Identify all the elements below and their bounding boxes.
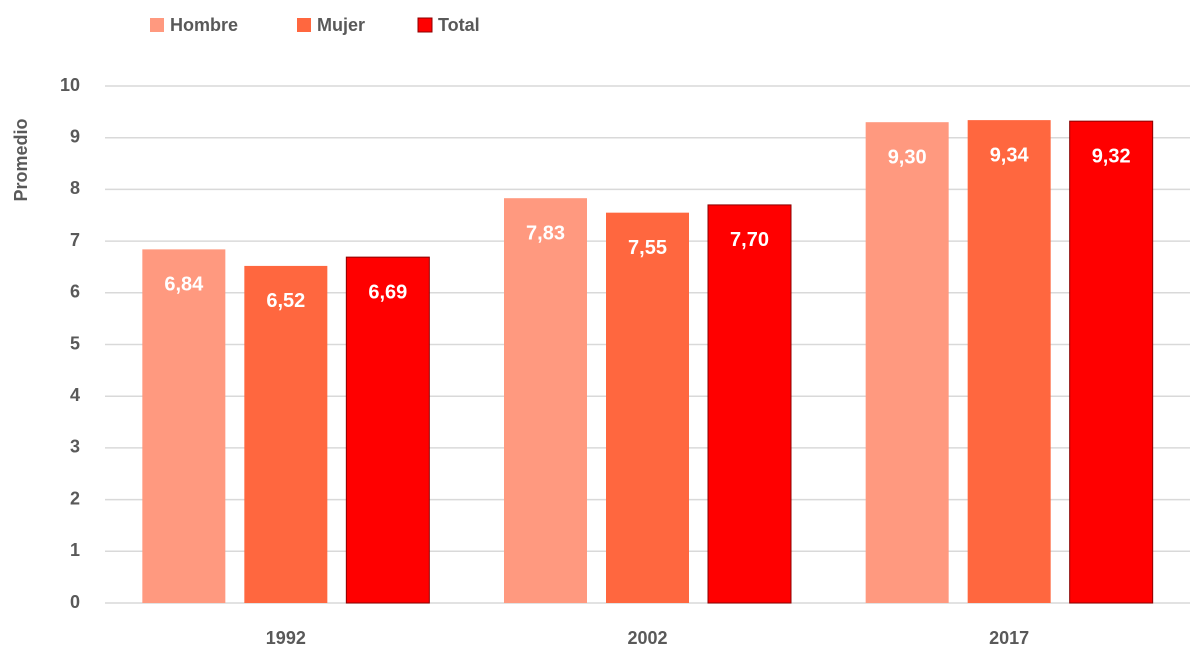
bar xyxy=(244,265,328,603)
value-label: 7,55 xyxy=(628,237,667,259)
legend-label: Hombre xyxy=(170,15,238,35)
y-tick-label: 7 xyxy=(70,230,80,250)
bar xyxy=(606,212,689,604)
y-tick-label: 8 xyxy=(70,178,80,198)
bar xyxy=(967,120,1051,603)
x-tick-label: 2017 xyxy=(989,628,1029,647)
y-tick-label: 1 xyxy=(70,540,80,560)
y-axis-label: Promedio xyxy=(11,118,31,201)
x-tick-label: 1992 xyxy=(266,628,306,647)
y-tick-label: 5 xyxy=(70,333,80,353)
y-tick-label: 3 xyxy=(70,437,80,457)
value-label: 9,30 xyxy=(888,146,927,168)
bar xyxy=(707,204,792,604)
y-tick-label: 4 xyxy=(70,385,80,405)
value-label: 9,34 xyxy=(990,144,1030,166)
value-label: 7,83 xyxy=(526,222,565,244)
y-tick-label: 0 xyxy=(70,592,80,612)
value-label: 6,69 xyxy=(368,281,407,303)
value-label: 7,70 xyxy=(730,229,769,251)
bar xyxy=(504,198,587,603)
legend-swatch xyxy=(297,18,311,32)
bar xyxy=(345,256,430,604)
x-tick-label: 2002 xyxy=(627,628,667,647)
legend-swatch xyxy=(417,17,433,33)
y-tick-label: 10 xyxy=(60,75,80,95)
y-tick-label: 9 xyxy=(70,126,80,146)
bar xyxy=(1069,120,1154,604)
value-label: 9,32 xyxy=(1092,145,1131,167)
bar xyxy=(865,122,949,603)
value-label: 6,84 xyxy=(164,274,204,296)
y-tick-label: 2 xyxy=(70,488,80,508)
legend-swatch xyxy=(150,18,164,32)
bar xyxy=(142,249,226,603)
legend-label: Mujer xyxy=(317,15,365,35)
value-label: 6,52 xyxy=(266,290,305,312)
legend-label: Total xyxy=(438,15,480,35)
y-tick-label: 6 xyxy=(70,282,80,302)
